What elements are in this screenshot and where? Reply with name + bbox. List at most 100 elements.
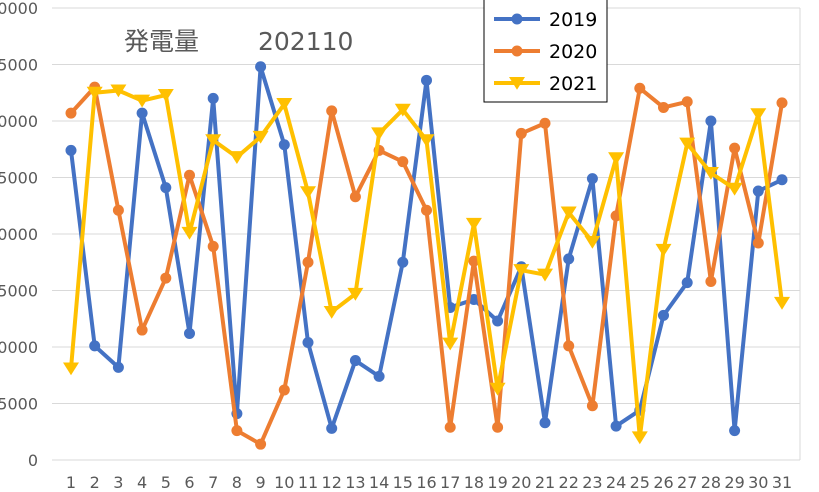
x-tick-label: 31: [772, 473, 792, 492]
data-point-2020: [184, 169, 195, 181]
legend-marker-2020: [511, 45, 523, 57]
x-tick-label: 13: [345, 473, 365, 492]
data-point-2021: [537, 268, 553, 282]
data-point-2020: [207, 240, 219, 252]
data-point-2021: [371, 127, 388, 141]
data-point-2020: [563, 340, 575, 352]
data-point-2021: [228, 151, 245, 164]
x-tick-label: 27: [677, 473, 697, 492]
data-point-2019: [255, 61, 267, 73]
data-point-2021: [442, 337, 459, 351]
data-point-2021: [608, 152, 625, 166]
data-point-2020: [65, 107, 77, 119]
x-axis-tick-labels: 1 2 3 4 5 6 7 8 9 10 11 12 13 14 15 16 17 18 19 20 21 22 23 24 2…: [66, 473, 792, 492]
y-tick-label: 20000: [0, 225, 38, 244]
x-tick-label: 14: [369, 473, 389, 492]
data-point-2021: [655, 243, 672, 257]
data-point-2020: [302, 256, 314, 268]
data-point-2019: [776, 174, 788, 186]
data-point-2019: [112, 361, 124, 373]
legend-label-2019: 2019: [549, 9, 597, 31]
x-tick-label: 20: [511, 473, 531, 492]
data-point-2020: [776, 97, 788, 109]
x-tick-label: 5: [161, 473, 171, 492]
y-tick-label: 10000: [0, 338, 38, 357]
data-point-2019: [89, 340, 101, 352]
x-tick-label: 2: [90, 473, 100, 492]
series-group: [63, 61, 790, 450]
data-point-2021: [394, 103, 411, 117]
data-point-2021: [181, 226, 198, 240]
data-point-2020: [752, 237, 764, 249]
x-tick-label: 28: [701, 473, 721, 492]
chart-title: 発電量: [124, 27, 199, 56]
y-axis-tick-labels: 0 5000 10000 15000 20000 25000 30000 35000 40000: [0, 0, 38, 470]
data-point-2021: [300, 186, 316, 199]
x-tick-label: 6: [184, 473, 194, 492]
x-tick-label: 25: [630, 473, 650, 492]
x-tick-label: 16: [416, 473, 436, 492]
x-tick-label: 24: [606, 473, 626, 492]
x-tick-label: 23: [582, 473, 602, 492]
data-point-2020: [658, 101, 669, 113]
data-point-2019: [184, 327, 195, 339]
x-tick-label: 1: [66, 473, 76, 492]
data-point-2019: [326, 422, 338, 434]
data-point-2021: [347, 287, 364, 301]
legend-label-2021: 2021: [549, 73, 597, 95]
series-2020: [65, 81, 788, 450]
x-tick-label: 3: [113, 473, 123, 492]
data-point-2021: [134, 94, 151, 108]
data-point-2021: [465, 217, 482, 231]
x-tick-label: 19: [487, 473, 507, 492]
x-tick-label: 22: [559, 473, 579, 492]
data-point-2019: [610, 420, 622, 432]
data-point-2021: [276, 98, 293, 111]
y-tick-label: 35000: [0, 56, 38, 75]
data-point-2021: [418, 134, 435, 148]
legend: 2019 2020 2021: [483, 0, 608, 103]
data-point-2019: [207, 92, 219, 104]
data-point-2021: [205, 134, 222, 148]
data-point-2019: [65, 144, 77, 156]
data-point-2020: [231, 425, 243, 437]
y-tick-label: 0: [28, 451, 38, 470]
data-point-2019: [586, 173, 598, 185]
y-tick-label: 30000: [0, 112, 38, 131]
data-point-2021: [774, 296, 790, 310]
data-point-2019: [397, 256, 409, 268]
data-point-2019: [302, 336, 314, 348]
gridlines: [52, 7, 801, 461]
data-point-2021: [584, 235, 601, 249]
data-point-2021: [110, 84, 127, 98]
x-tick-label: 15: [393, 473, 413, 492]
data-point-2021: [63, 362, 79, 376]
legend-label-2020: 2020: [549, 41, 597, 63]
data-point-2020: [634, 82, 646, 94]
data-point-2020: [729, 142, 741, 154]
y-tick-label: 25000: [0, 169, 38, 188]
data-point-2020: [421, 204, 432, 216]
data-point-2019: [729, 425, 741, 437]
data-point-2019: [278, 139, 290, 151]
x-tick-label: 21: [535, 473, 555, 492]
data-point-2020: [444, 421, 456, 433]
data-point-2021: [489, 382, 506, 396]
data-point-2021: [679, 137, 696, 151]
data-point-2020: [539, 117, 551, 129]
data-point-2019: [658, 309, 669, 321]
x-tick-label: 30: [748, 473, 768, 492]
data-point-2019: [373, 370, 385, 382]
x-tick-label: 29: [724, 473, 744, 492]
data-point-2019: [492, 315, 504, 327]
data-point-2019: [160, 182, 172, 194]
x-tick-label: 26: [653, 473, 673, 492]
data-point-2019: [563, 253, 575, 265]
legend-marker-2019: [511, 13, 523, 25]
x-tick-label: 11: [298, 473, 318, 492]
data-point-2020: [468, 255, 480, 267]
data-point-2021: [702, 166, 719, 180]
x-tick-label: 9: [256, 473, 266, 492]
data-point-2019: [752, 185, 764, 197]
